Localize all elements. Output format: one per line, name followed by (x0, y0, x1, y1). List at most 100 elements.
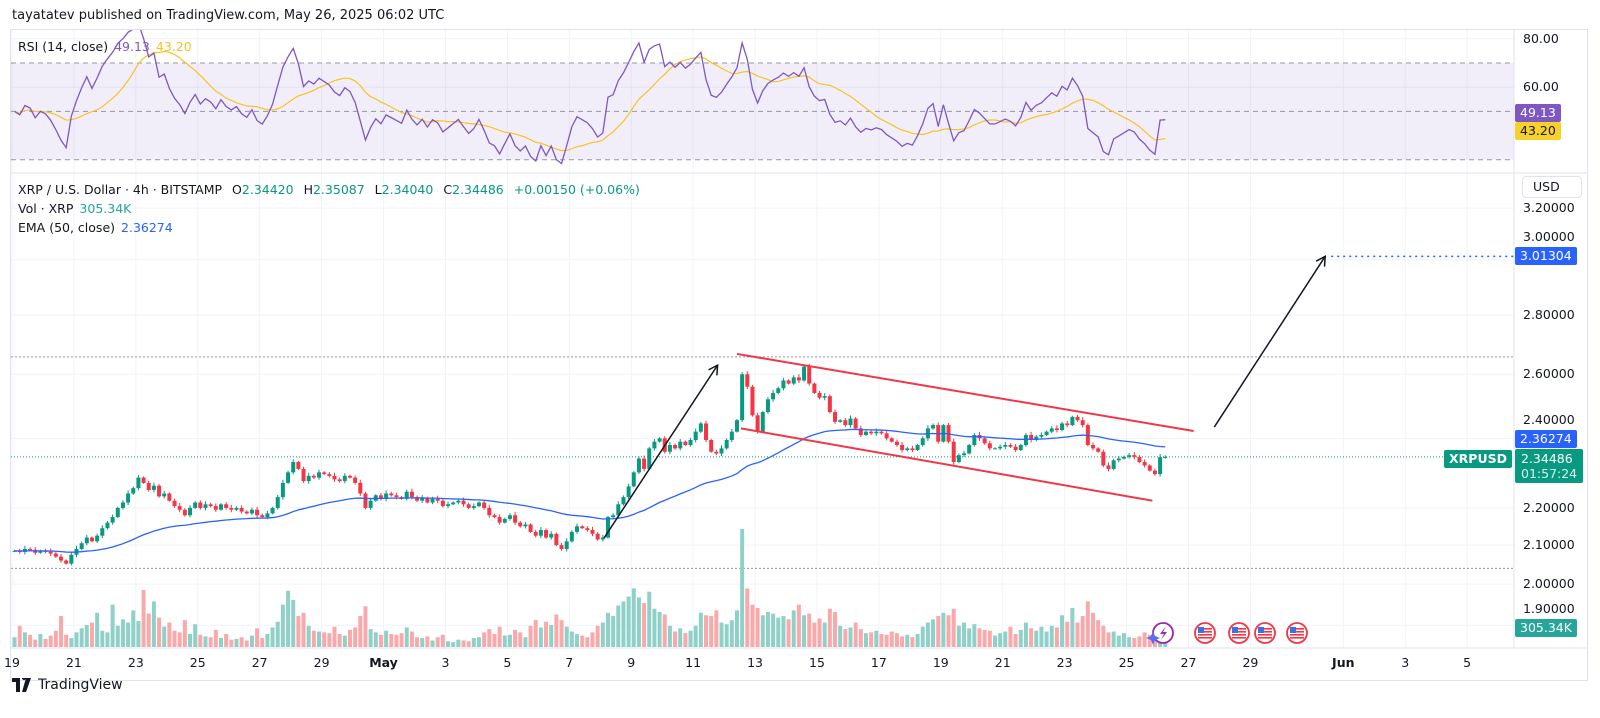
volume-bar (915, 633, 920, 647)
candle-body (389, 493, 394, 496)
volume-bar (1121, 633, 1126, 647)
volume-bar (817, 618, 822, 647)
volume-bar (1013, 633, 1018, 647)
volume-bar (461, 640, 466, 647)
channel-lower-line (740, 427, 1153, 502)
x-tick-label: 17 (870, 655, 887, 670)
candle-body (1121, 456, 1126, 459)
candle-body (131, 488, 136, 494)
candle-body (208, 504, 213, 507)
volume-bar (12, 637, 17, 647)
open-label: O (232, 182, 242, 197)
candle-body (507, 515, 512, 519)
price-tick-label: 2.20000 (1523, 499, 1575, 515)
candle-body (874, 431, 879, 434)
candle-body (791, 377, 796, 384)
volume-bar (213, 629, 218, 647)
volume-bar (260, 638, 265, 647)
candle-body (151, 485, 156, 490)
volume-bar (631, 588, 636, 647)
x-tick-label: 19 (932, 655, 949, 670)
volume-bar (399, 633, 404, 647)
volume-bar (502, 635, 507, 647)
change-value: +0.00150 (+0.06%) (513, 182, 640, 197)
x-tick-label: 13 (747, 655, 763, 670)
flag-stripe (1198, 631, 1212, 633)
us-flag-icon[interactable] (1286, 622, 1308, 644)
rsi-pane (11, 30, 1514, 165)
rsi-tick-label: 80.00 (1523, 30, 1559, 46)
volume-bar (53, 630, 58, 647)
volume-badge: 305.34K (1515, 619, 1577, 637)
candle-body (59, 556, 64, 561)
rsi-legend-value: 49.13 (114, 39, 150, 54)
volume-bar (848, 627, 853, 647)
volume-bar (404, 627, 409, 647)
volume-bar (936, 616, 941, 647)
volume-bar (182, 620, 187, 647)
candle-body (688, 439, 693, 446)
volume-bar (100, 630, 105, 647)
volume-bar (884, 634, 889, 647)
volume-bar (244, 640, 249, 647)
price-tick-label: 3.20000 (1523, 200, 1575, 216)
volume-bar (1023, 622, 1028, 647)
flag-stripe (1232, 634, 1246, 636)
candle-body (734, 420, 739, 432)
candle-body (157, 485, 162, 497)
candle-body (642, 458, 647, 469)
volume-bar (807, 613, 812, 647)
candle-body (105, 522, 110, 529)
flag-stripe (1258, 634, 1272, 636)
volume-bar (879, 633, 884, 647)
volume-bar (786, 619, 791, 647)
currency-button[interactable]: USD (1522, 176, 1582, 198)
candle-body (38, 550, 43, 553)
candle-body (327, 474, 332, 476)
candle-body (605, 517, 610, 538)
volume-bar (931, 619, 936, 647)
footer-logo[interactable]: TradingView (12, 677, 123, 693)
volume-bar (750, 604, 755, 647)
candle-body (724, 439, 729, 449)
symbol-description: XRP / U.S. Dollar · 4h · BITSTAMP (18, 182, 223, 197)
volume-bar (683, 633, 688, 647)
volume-bar (43, 638, 48, 647)
rsi-legend[interactable]: RSI (14, close) 49.13 43.20 (18, 39, 198, 54)
flag-stripe (1198, 628, 1212, 630)
candle-body (631, 472, 636, 487)
volume-bar (549, 625, 554, 647)
ema-legend[interactable]: EMA (50, close) 2.36274 (18, 220, 179, 235)
volume-legend[interactable]: Vol · XRP 305.34K (18, 201, 137, 216)
us-flag-icon[interactable] (1194, 622, 1216, 644)
candle-body (781, 380, 786, 389)
volume-bar (327, 633, 332, 647)
candle-body (611, 515, 616, 518)
volume-bar (157, 617, 162, 647)
lightning-icon[interactable] (1146, 622, 1174, 645)
volume-bar (317, 631, 322, 647)
symbol-legend[interactable]: XRP / U.S. Dollar · 4h · BITSTAMP O2.344… (18, 182, 646, 197)
volume-bar (946, 615, 951, 647)
candle-body (188, 507, 193, 516)
volume-bar (569, 631, 574, 647)
volume-bar (84, 625, 89, 647)
volume-bar (120, 619, 125, 647)
volume-bar (487, 629, 492, 647)
candle-body (265, 513, 270, 518)
candle-body (1034, 436, 1039, 440)
candle-body (1080, 420, 1085, 426)
volume-bar (709, 616, 714, 647)
candle-body (177, 506, 182, 510)
volume-bar (497, 626, 502, 647)
flag-stripe (1290, 628, 1304, 630)
volume-bar (962, 622, 967, 647)
candle-body (982, 438, 987, 444)
candle-body (833, 412, 838, 422)
us-flag-icon[interactable] (1228, 622, 1250, 644)
volume-bar (714, 610, 719, 647)
candle-body (884, 433, 889, 439)
candle-body (229, 507, 234, 510)
us-flag-icon[interactable] (1254, 622, 1276, 644)
